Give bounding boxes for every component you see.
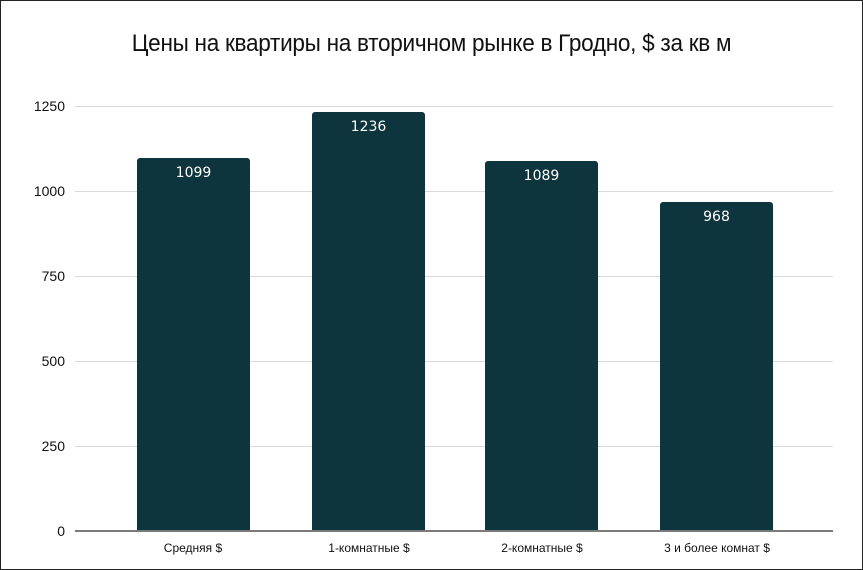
y-tick-label: 750 <box>41 268 65 284</box>
bar-value-label: 968 <box>703 209 730 225</box>
x-axis-baseline <box>75 530 833 532</box>
chart-title: Цены на квартиры на вторичном рынке в Гр… <box>131 30 732 57</box>
y-tick-label: 1250 <box>33 98 65 114</box>
gridline-1250 <box>75 106 833 107</box>
bar-value-label: 1236 <box>350 119 387 135</box>
bar-average[interactable]: 1099 <box>137 158 250 531</box>
gridline-1000 <box>75 191 833 192</box>
bar-3-plus-rooms[interactable]: 968 <box>660 202 773 531</box>
y-tick-label: 250 <box>41 438 65 454</box>
y-tick-label: 1000 <box>33 183 65 199</box>
bar-1-room[interactable]: 1236 <box>312 112 425 531</box>
bar-value-label: 1099 <box>175 165 212 181</box>
gridline-750 <box>75 276 833 277</box>
y-tick-label: 0 <box>57 523 65 539</box>
gridline-250 <box>75 446 833 447</box>
x-tick-label: 2-комнатные $ <box>501 541 583 555</box>
bar-value-label: 1089 <box>523 168 560 184</box>
gridline-500 <box>75 361 833 362</box>
bar-2-room[interactable]: 1089 <box>485 161 598 531</box>
x-tick-label: 1-комнатные $ <box>328 541 410 555</box>
y-tick-label: 500 <box>41 353 65 369</box>
x-tick-label: Средняя $ <box>163 541 223 555</box>
x-tick-label: 3 и более комнат $ <box>664 541 770 555</box>
